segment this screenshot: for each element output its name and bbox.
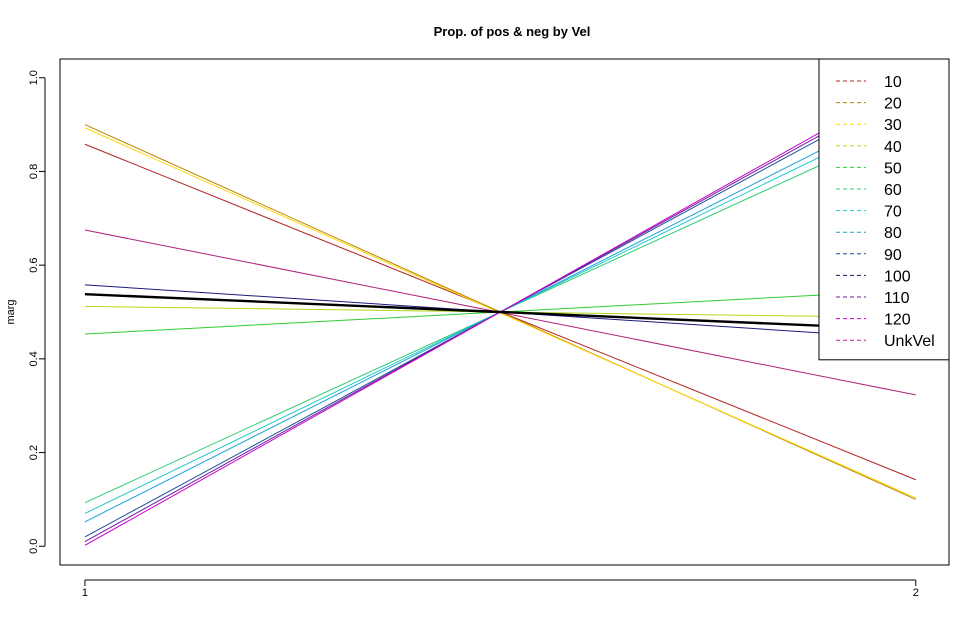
y-tick-label: 0.0 <box>28 539 40 554</box>
legend-label: 110 <box>884 290 910 307</box>
legend: 10 20 30 40 50 60 70 80 90 100 110 120 UnkVel <box>818 58 950 361</box>
legend-box <box>818 58 950 361</box>
y-tick-label: 0.2 <box>28 445 40 460</box>
legend-label: 100 <box>884 268 911 285</box>
y-tick-label: 0.4 <box>28 351 40 366</box>
legend-label: 120 <box>884 312 911 329</box>
legend-label: UnkVel <box>884 333 935 350</box>
legend-label: 30 <box>884 117 902 134</box>
legend-label: 40 <box>884 139 902 156</box>
y-tick-label: 0.8 <box>28 164 40 179</box>
y-axis: 0.0 0.2 0.4 0.6 0.8 1.0 <box>28 70 46 554</box>
y-tick-label: 1.0 <box>28 70 40 85</box>
legend-label: 70 <box>884 204 902 221</box>
x-tick-label: 1 <box>82 587 88 599</box>
series-line-mean <box>84 292 916 332</box>
legend-label: 10 <box>884 74 902 91</box>
chart-title: Prop. of pos & neg by Vel <box>434 24 591 39</box>
legend-label: 90 <box>884 247 902 264</box>
y-axis-label: marg <box>5 299 17 324</box>
legend-label: 20 <box>884 96 902 113</box>
y-tick-label: 0.6 <box>28 257 40 272</box>
legend-label: 60 <box>884 182 902 199</box>
series-lines <box>84 78 917 546</box>
legend-label: 80 <box>884 225 902 242</box>
legend-label: 50 <box>884 160 902 177</box>
x-tick-label: 2 <box>913 587 919 599</box>
